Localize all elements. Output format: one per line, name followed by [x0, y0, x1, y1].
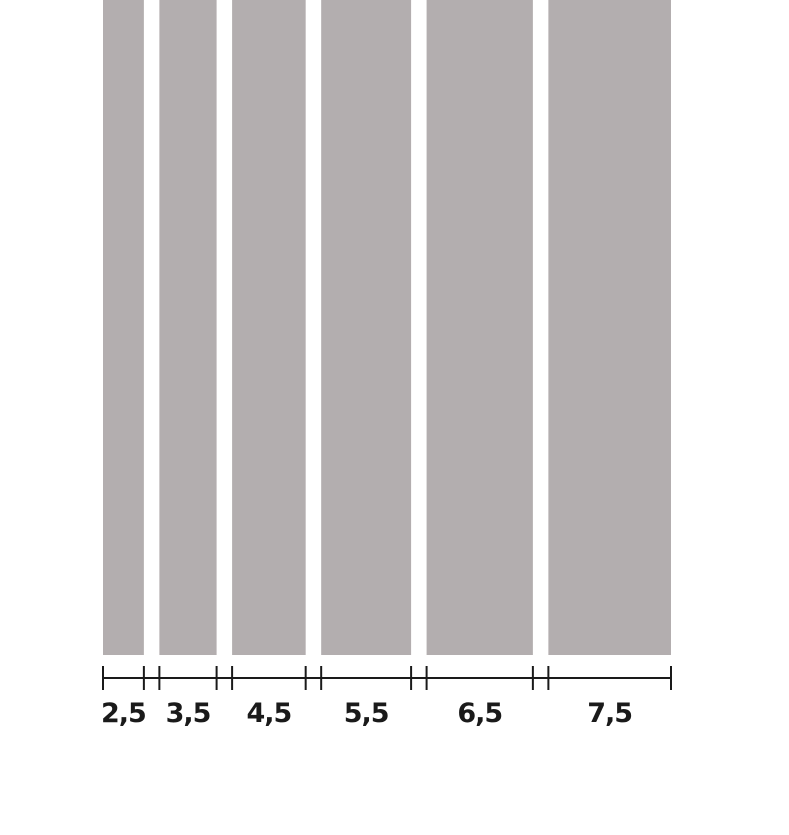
strip-4: [321, 0, 412, 655]
strip-6: [548, 0, 671, 655]
strip-1: [103, 0, 144, 655]
width-label: 7,5: [587, 698, 632, 729]
strip-5: [426, 0, 533, 655]
width-label: 3,5: [166, 698, 211, 729]
strip-2: [159, 0, 217, 655]
width-label: 2,5: [101, 698, 146, 729]
width-label: 4,5: [246, 698, 291, 729]
strip-3: [232, 0, 306, 655]
width-label: 5,5: [344, 698, 389, 729]
width-label: 6,5: [457, 698, 502, 729]
